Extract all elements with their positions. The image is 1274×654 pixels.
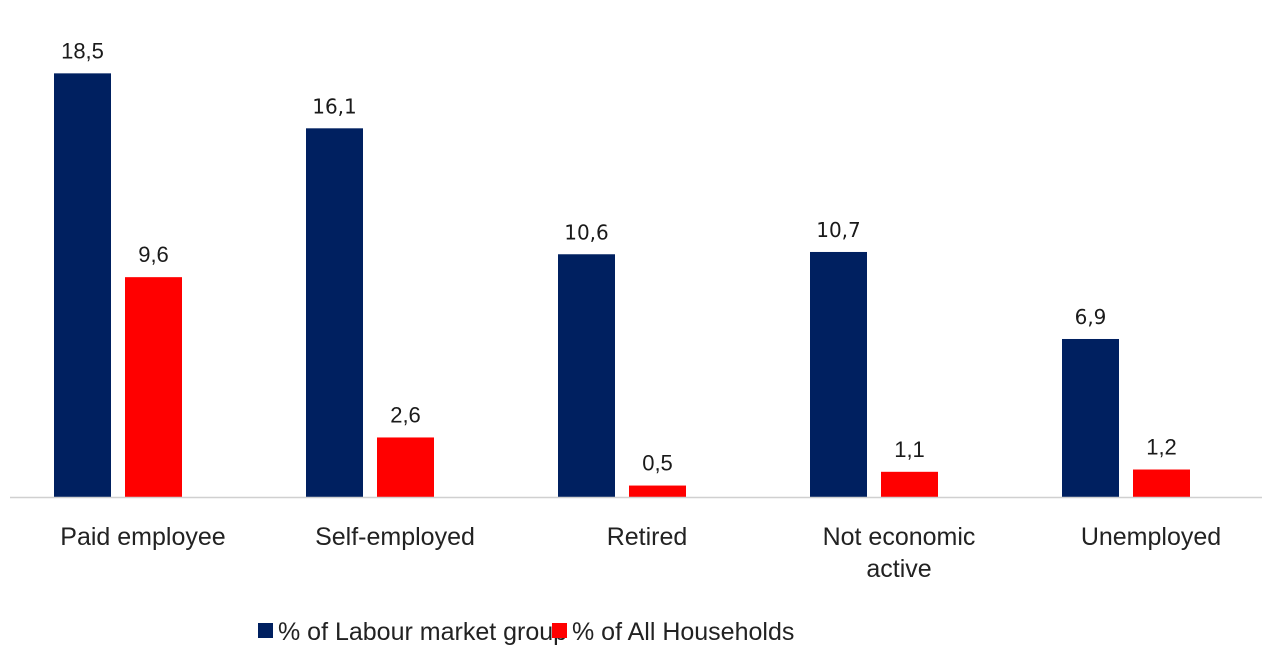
legend-swatch-0 xyxy=(258,623,273,638)
data-label: 10,6 xyxy=(564,220,609,244)
legend-swatch-1 xyxy=(552,623,567,638)
legend: % of Labour market group% of All Househo… xyxy=(258,618,794,646)
bar-all-households-3 xyxy=(881,471,938,497)
bar-labour-market-group-3 xyxy=(810,251,867,497)
bar-all-households-0 xyxy=(125,277,182,497)
data-label: 10,7 xyxy=(816,218,861,242)
bar-all-households-4 xyxy=(1133,469,1190,497)
value-labels-group: 18,5 9,6 16,1 2,6 10,6 0,5 10,7 1,1 6,9 1,2 xyxy=(61,38,1177,475)
data-label: 9,6 xyxy=(138,242,169,267)
legend-entry-0: % of Labour market group xyxy=(278,618,567,646)
category-label: Not economic xyxy=(823,523,976,551)
category-label: Paid employee xyxy=(60,523,225,551)
data-label: 18,5 xyxy=(61,38,104,63)
category-label: Unemployed xyxy=(1081,523,1221,551)
bars-group xyxy=(54,73,1190,497)
category-labels-group: Paid employee Self-employed Retired Not eco… xyxy=(60,523,1221,583)
bar-labour-market-group-1 xyxy=(306,128,363,497)
category-label: active xyxy=(866,555,931,583)
bar-labour-market-group-4 xyxy=(1062,338,1119,497)
legend-entry-1: % of All Households xyxy=(572,618,794,646)
data-label: 1,2 xyxy=(1146,435,1177,460)
category-label: Retired xyxy=(607,523,688,551)
category-label: Self-employed xyxy=(315,523,475,551)
data-label: 6,9 xyxy=(1075,305,1107,329)
data-label: 2,6 xyxy=(390,402,421,427)
bar-all-households-2 xyxy=(629,485,686,497)
data-label: 0,5 xyxy=(642,451,673,476)
data-label: 1,1 xyxy=(894,437,925,462)
bar-labour-market-group-0 xyxy=(54,73,111,497)
data-label: 16,1 xyxy=(312,94,357,118)
bar-all-households-1 xyxy=(377,437,434,497)
bar-labour-market-group-2 xyxy=(558,254,615,497)
